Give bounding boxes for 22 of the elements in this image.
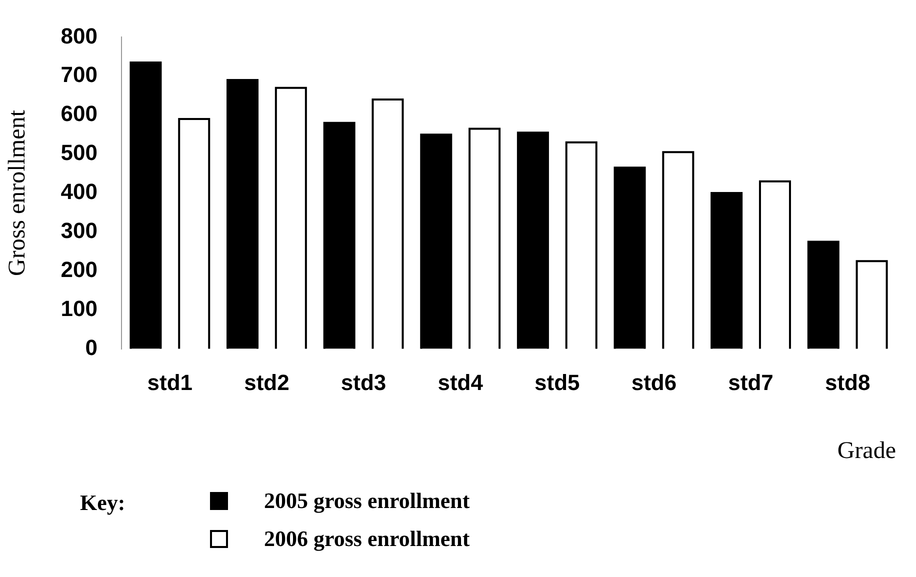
y-tick-label: 100 [60,296,98,321]
y-tick-label: 0 [85,334,98,360]
x-tick-label: std8 [824,370,870,396]
y-tick-label: 700 [60,62,98,88]
y-tick-label: 300 [60,218,98,244]
y-tick-label: 600 [60,101,98,126]
x-tick-label: std1 [147,370,193,396]
x-tick-label: std2 [244,370,290,396]
x-tick-label: std3 [340,370,386,396]
x-axis-title: Grade [837,438,896,464]
x-tick-label: std6 [631,370,677,396]
y-tick-label: 500 [60,140,98,166]
legend-title: Key: [80,489,126,517]
x-tick-label: std5 [534,370,580,396]
y-tick-label: 400 [60,179,98,204]
legend-label: 2006 gross enrollment [264,526,470,552]
y-tick-label: 800 [60,23,98,48]
legend-label: 2005 gross enrollment [264,488,470,514]
y-axis-title: Gross enrollment [4,110,31,276]
x-tick-label: std4 [438,370,484,396]
x-tick-label: std7 [728,370,774,396]
y-tick-label: 200 [60,256,98,282]
